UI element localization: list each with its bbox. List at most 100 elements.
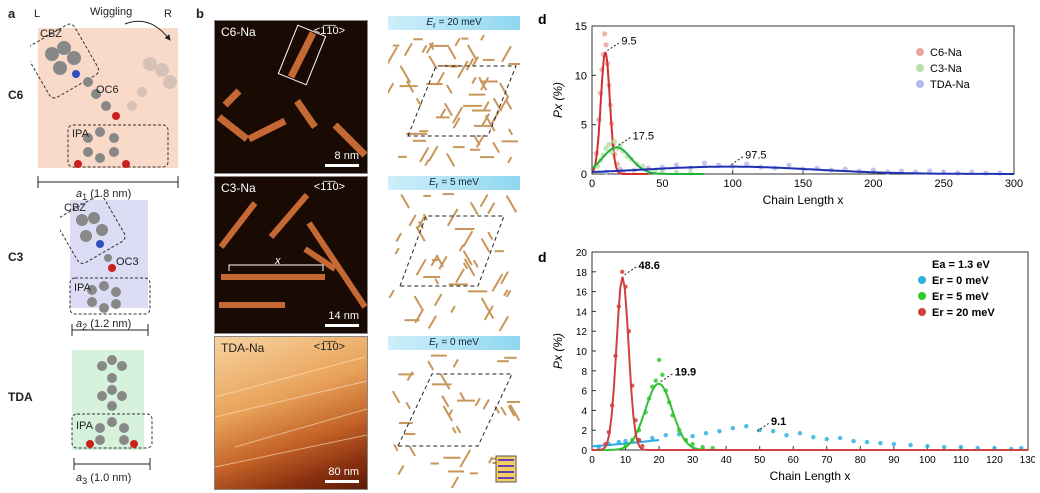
simulation-er20: Er = 20 meV: [388, 16, 520, 172]
y-tick-label: 14: [576, 307, 588, 318]
peak-arrow: [607, 42, 620, 52]
simulation-stick: [450, 305, 456, 314]
simulation-stick: [498, 315, 509, 332]
simulation-stick: [505, 99, 513, 110]
simulation-stick: [446, 208, 459, 227]
data-point: [673, 162, 679, 168]
simulation-stick: [491, 273, 504, 292]
stm-tda-features: [215, 356, 367, 468]
simulation-stick: [463, 258, 476, 277]
simulation-stick: [483, 101, 490, 110]
simulation-stick: [436, 255, 444, 268]
simulation-stick: [425, 41, 434, 54]
simulation-stick: [400, 194, 410, 209]
data-point: [770, 428, 776, 434]
simulation-stick: [405, 401, 411, 410]
simulation-stick: [403, 42, 413, 57]
data-point: [837, 435, 843, 441]
x-tick-label: 120: [986, 455, 1003, 466]
simulation-stick: [455, 425, 462, 434]
stm-image-c6: C6-Na <1̅1̅0> 8 nm: [214, 20, 368, 174]
data-point: [797, 430, 803, 436]
simulation-stick: [507, 156, 513, 164]
y-tick-label: 4: [581, 406, 587, 417]
simulation-stick: [428, 42, 435, 51]
simulation-stick: [507, 405, 516, 417]
simulation-er20-sticks: [388, 34, 520, 167]
side-left-label: L: [34, 8, 41, 20]
x-tick-label: 60: [788, 455, 800, 466]
y-tick-label: 15: [575, 21, 587, 33]
simulation-stick: [413, 295, 424, 311]
legend-marker: [916, 48, 924, 56]
simulation-stick: [393, 444, 399, 452]
row-name-tda: TDA: [8, 390, 33, 404]
data-point: [784, 432, 789, 438]
simulation-stick: [505, 195, 518, 213]
x-tick-label: 30: [687, 455, 699, 466]
legend-marker: [916, 80, 924, 88]
stm-tda-direction: <1̅1̅0>: [313, 341, 345, 353]
simulation-er20-header: Er = 20 meV: [388, 16, 520, 30]
simulation-stick: [427, 315, 437, 329]
c6-lattice-constant: a1 (1.8 nm): [76, 188, 132, 203]
simulation-stick: [439, 373, 451, 390]
simulation-stick: [435, 71, 445, 86]
simulation-stick: [388, 289, 395, 299]
stm-c6-label: C6-Na: [221, 25, 256, 39]
simulation-stick: [500, 271, 509, 285]
legend-entry: TDA-Na: [930, 79, 971, 91]
legend-entry: Er = 0 meV: [932, 275, 989, 287]
data-point: [811, 434, 816, 440]
data-point: [891, 441, 897, 447]
simulation-stick: [480, 297, 488, 308]
simulation-stick: [428, 55, 438, 70]
c3-molecule-diagram: [60, 196, 151, 336]
simulation-stick: [391, 390, 401, 404]
data-point: [941, 444, 947, 450]
chart-chain-length-simulation: d 0 10 20 30 40 50 60 70 80 90 100 110 120 130 0 2 4 6 8 10 1…: [538, 248, 1035, 483]
x-tick-label: 40: [721, 455, 733, 466]
simulation-stick: [399, 65, 412, 84]
data-point: [744, 161, 750, 167]
data-point: [690, 433, 695, 439]
stm-image-tda: TDA-Na <1̅1̅0> 80 nm: [214, 336, 368, 490]
x-tick-label: 100: [919, 455, 936, 466]
data-point: [824, 436, 829, 442]
c3-lattice-constant: a2 (1.2 nm): [76, 318, 132, 333]
simulation-stick: [415, 97, 423, 107]
simulation-stick: [459, 391, 466, 401]
simulation-stick: [415, 258, 427, 276]
stm-c3-label: C3-Na: [221, 181, 256, 195]
simulation-er0: Er = 0 meV: [388, 336, 520, 488]
peak-arrow: [624, 266, 637, 276]
legend-entry: C3-Na: [930, 63, 963, 75]
legend-entry: Er = 5 meV: [932, 291, 989, 303]
simulation-stick: [480, 76, 490, 91]
simulation-stick: [465, 58, 475, 71]
simulation-stick: [458, 244, 465, 252]
simulation-stick: [482, 398, 490, 410]
simulation-stick: [475, 134, 485, 148]
simulation-stick: [501, 45, 512, 63]
simulation-er5: Er = 5 meV: [388, 176, 520, 332]
simulation-stick: [446, 84, 453, 94]
simulation-stick: [395, 232, 403, 242]
y-tick-label: 0: [581, 446, 587, 457]
simulation-stick: [450, 476, 460, 488]
x-tick-label: 20: [654, 455, 666, 466]
data-point: [717, 428, 722, 434]
simulation-stick: [388, 82, 395, 95]
c3-ipa-label: IPA: [74, 282, 91, 294]
simulation-stick: [405, 80, 415, 93]
y-tick-label: 0: [581, 169, 587, 181]
simulation-stick: [505, 289, 512, 298]
y-axis-label: Px (%): [551, 333, 565, 369]
stm-c6-direction: <1̅1̅0>: [313, 25, 345, 37]
simulation-stick: [500, 406, 507, 416]
tda-molecule-diagram: [71, 355, 153, 470]
panel-b-letter: b: [196, 6, 204, 21]
legend-marker: [918, 308, 926, 316]
peak-annotation: 9.5: [621, 36, 636, 48]
stm-tda-label: TDA-Na: [221, 341, 265, 355]
